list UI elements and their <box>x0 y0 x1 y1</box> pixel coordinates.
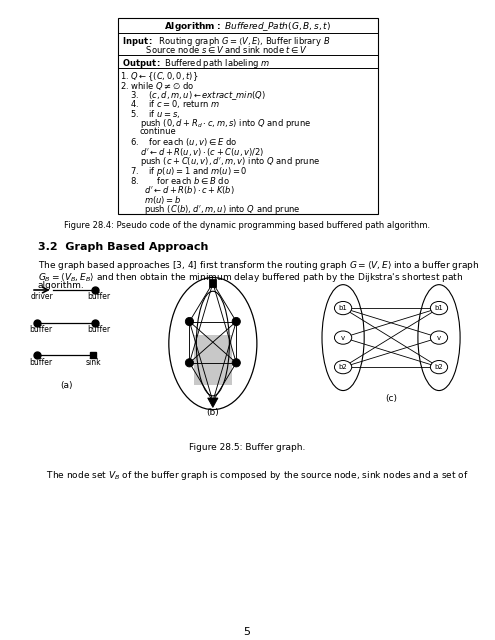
Circle shape <box>185 358 194 367</box>
Text: push $(c + C(u, v), d', m, v)$ into $Q$ and prune: push $(c + C(u, v), d', m, v)$ into $Q$ … <box>140 156 320 168</box>
Text: $\mathbf{Algorithm:}$ $\mathit{Buffered\_Path}(G,B,s,t)$: $\mathbf{Algorithm:}$ $\mathit{Buffered\… <box>164 20 332 33</box>
Text: v: v <box>341 335 345 340</box>
Text: b1: b1 <box>435 305 444 311</box>
Text: b1: b1 <box>339 305 347 311</box>
Ellipse shape <box>335 331 352 344</box>
Text: 5.    if $u = s$,: 5. if $u = s$, <box>130 108 180 120</box>
Bar <box>118 18 378 33</box>
Text: 2. while $Q \neq \emptyset$ do: 2. while $Q \neq \emptyset$ do <box>120 79 194 92</box>
Text: $d' \leftarrow d + R(b) \cdot c + K(b)$: $d' \leftarrow d + R(b) \cdot c + K(b)$ <box>144 184 235 196</box>
Ellipse shape <box>430 301 447 315</box>
Ellipse shape <box>430 331 447 344</box>
Text: 3.    $(c, d, m, u) \leftarrow extract\_min(Q)$: 3. $(c, d, m, u) \leftarrow extract\_min… <box>130 89 266 102</box>
Text: 4.    if $c = 0$, return $m$: 4. if $c = 0$, return $m$ <box>130 99 220 111</box>
Bar <box>209 280 216 287</box>
Polygon shape <box>208 398 218 408</box>
Text: $m(u) = b$: $m(u) = b$ <box>144 193 181 205</box>
Circle shape <box>232 317 241 326</box>
Text: v: v <box>437 335 441 340</box>
Text: $\mathbf{Output:}$ Buffered path labeling $m$: $\mathbf{Output:}$ Buffered path labelin… <box>122 57 270 70</box>
Text: b2: b2 <box>339 364 347 370</box>
Text: buffer: buffer <box>88 292 111 301</box>
Text: buffer: buffer <box>29 358 52 367</box>
Text: Source node $s \in V$ and sink node $t \in V$: Source node $s \in V$ and sink node $t \… <box>122 44 308 55</box>
Bar <box>118 18 378 214</box>
Ellipse shape <box>335 360 352 374</box>
Text: 6.    for each $(u, v) \in E$ do: 6. for each $(u, v) \in E$ do <box>130 136 237 148</box>
Text: 1. $Q \leftarrow \{(C, 0, 0, t)\}$: 1. $Q \leftarrow \{(C, 0, 0, t)\}$ <box>120 70 198 83</box>
Ellipse shape <box>335 301 352 315</box>
Text: buffer: buffer <box>29 325 52 334</box>
Text: continue: continue <box>140 127 177 136</box>
Text: $\mathbf{Input:}$  Routing graph $G = \langle V, E\rangle$, Buffer library $B$: $\mathbf{Input:}$ Routing graph $G = \la… <box>122 35 330 48</box>
Text: $d' \leftarrow d + R(u, v) \cdot (c + C(u, v)/2)$: $d' \leftarrow d + R(u, v) \cdot (c + C(… <box>140 146 264 158</box>
Text: push $(0, d + R_d \cdot c, m, s)$ into $Q$ and prune: push $(0, d + R_d \cdot c, m, s)$ into $… <box>140 118 311 131</box>
Text: (c): (c) <box>385 394 397 403</box>
Text: driver: driver <box>31 292 54 301</box>
Text: The node set $V_B$ of the buffer graph is composed by the source node, sink node: The node set $V_B$ of the buffer graph i… <box>38 468 469 481</box>
Text: (b): (b) <box>206 408 219 417</box>
Text: algorithm.: algorithm. <box>38 282 85 291</box>
Text: Figure 28.5: Buffer graph.: Figure 28.5: Buffer graph. <box>189 444 305 452</box>
Ellipse shape <box>430 360 447 374</box>
Circle shape <box>185 317 194 326</box>
Text: buffer: buffer <box>88 325 111 334</box>
Text: sink: sink <box>86 358 101 367</box>
Text: (a): (a) <box>60 381 73 390</box>
Text: 3.2  Graph Based Approach: 3.2 Graph Based Approach <box>38 241 208 252</box>
Text: b2: b2 <box>435 364 444 370</box>
Text: push $(C(b), d', m, u)$ into $Q$ and prune: push $(C(b), d', m, u)$ into $Q$ and pru… <box>144 203 300 216</box>
Text: Figure 28.4: Pseudo code of the dynamic programming based buffered path algorith: Figure 28.4: Pseudo code of the dynamic … <box>64 221 430 230</box>
Text: 7.    if $p(u) = 1$ and $m(u) = 0$: 7. if $p(u) = 1$ and $m(u) = 0$ <box>130 165 248 178</box>
Bar <box>194 335 232 385</box>
Circle shape <box>232 358 241 367</box>
Text: 8.       for each $b \in B$ do: 8. for each $b \in B$ do <box>130 175 230 186</box>
Text: 5: 5 <box>244 627 250 637</box>
Text: The graph based approaches [3, 4] first transform the routing graph $G = \langle: The graph based approaches [3, 4] first … <box>38 259 479 273</box>
Text: $G_B = \langle V_B, E_B\rangle$ and then obtain the minimum delay buffered path : $G_B = \langle V_B, E_B\rangle$ and then… <box>38 271 463 284</box>
